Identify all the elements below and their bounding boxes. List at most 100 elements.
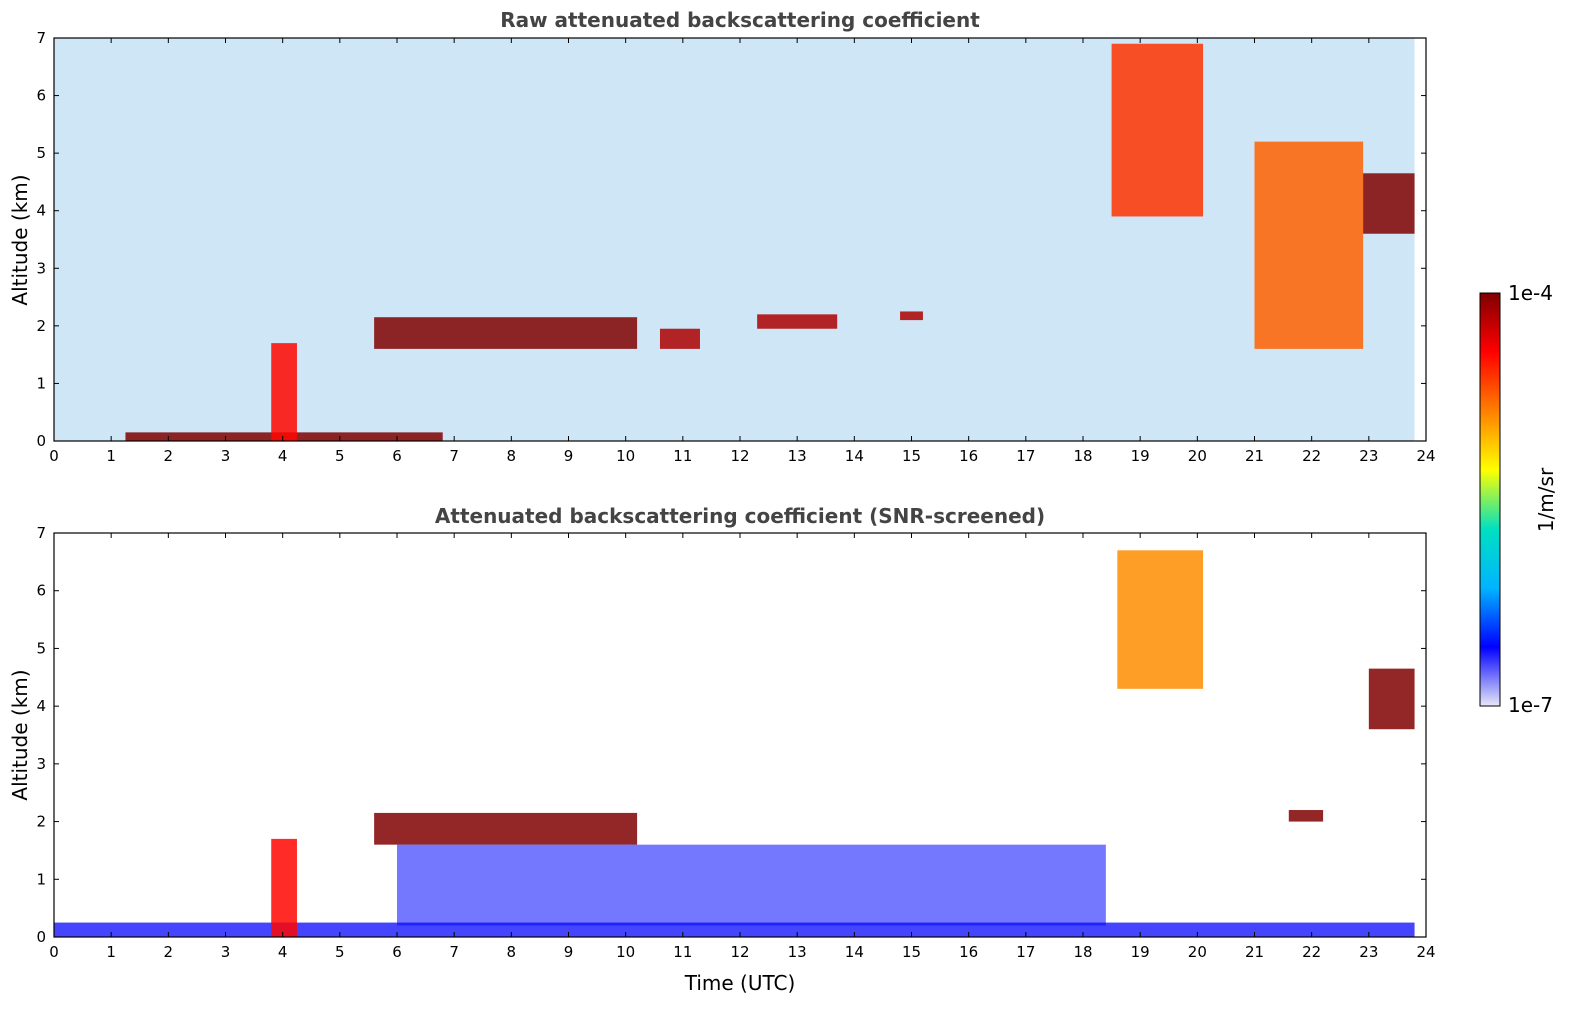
x-tick-label: 0 bbox=[49, 447, 59, 465]
x-tick-label: 22 bbox=[1302, 447, 1321, 465]
y-tick-label: 0 bbox=[36, 432, 46, 450]
y-tick-label: 5 bbox=[36, 639, 46, 657]
x-tick-label: 21 bbox=[1245, 447, 1264, 465]
x-tick-label: 23 bbox=[1359, 943, 1378, 961]
x-tick-label: 1 bbox=[106, 447, 116, 465]
x-tick-label: 11 bbox=[673, 943, 692, 961]
y-tick-label: 7 bbox=[36, 524, 46, 542]
x-tick-label: 8 bbox=[507, 943, 517, 961]
x-tick-label: 9 bbox=[564, 447, 574, 465]
x-tick-label: 2 bbox=[164, 943, 174, 961]
x-tick-label: 2 bbox=[164, 447, 174, 465]
colorbar-units-label: 1/m/sr bbox=[1534, 467, 1558, 532]
colorbar: 1e-4 1e-7 1/m/sr bbox=[1479, 281, 1558, 717]
raw-backscatter-panel: Raw attenuated backscattering coefficien… bbox=[8, 8, 1436, 465]
x-tick-label: 4 bbox=[278, 447, 288, 465]
x-tick-label: 14 bbox=[845, 943, 864, 961]
x-tick-label: 3 bbox=[221, 447, 231, 465]
feature-cirrus bbox=[1111, 43, 1204, 217]
feature-cloud-layer bbox=[659, 328, 700, 349]
feature-boundary-layer bbox=[54, 922, 1415, 937]
feature-plume bbox=[271, 343, 297, 441]
x-tick-label: 5 bbox=[335, 447, 345, 465]
y-tick-label: 3 bbox=[36, 259, 46, 277]
feature-cirrus bbox=[1117, 550, 1204, 689]
feature-plume bbox=[271, 838, 297, 937]
x-tick-label: 6 bbox=[392, 447, 402, 465]
raw-backscatter-heatmap bbox=[54, 38, 1415, 441]
feature-aerosol bbox=[397, 844, 1106, 926]
x-tick-label: 24 bbox=[1416, 943, 1435, 961]
x-tick-label: 7 bbox=[449, 943, 459, 961]
feature-cloud-layer bbox=[1363, 173, 1415, 234]
signal-background bbox=[54, 38, 1415, 441]
x-tick-label: 13 bbox=[788, 447, 807, 465]
x-tick-label: 0 bbox=[49, 943, 59, 961]
y-tick-label: 0 bbox=[36, 928, 46, 946]
x-tick-label: 1 bbox=[106, 943, 116, 961]
x-tick-label: 24 bbox=[1416, 447, 1435, 465]
x-tick-label: 21 bbox=[1245, 943, 1264, 961]
feature-cloud-layer bbox=[374, 812, 638, 845]
x-tick-label: 5 bbox=[335, 943, 345, 961]
x-tick-label: 10 bbox=[616, 447, 635, 465]
y-tick-label: 1 bbox=[36, 870, 46, 888]
panel-title: Attenuated backscattering coefficient (S… bbox=[435, 504, 1045, 528]
y-axis-label: Altitude (km) bbox=[8, 669, 32, 800]
snr-screened-panel: Attenuated backscattering coefficient (S… bbox=[8, 504, 1436, 995]
x-tick-label: 15 bbox=[902, 943, 921, 961]
x-tick-label: 4 bbox=[278, 943, 288, 961]
colorbar-gradient bbox=[1479, 292, 1501, 707]
x-tick-label: 19 bbox=[1131, 447, 1150, 465]
snr-screened-heatmap bbox=[54, 533, 1415, 937]
x-tick-label: 22 bbox=[1302, 943, 1321, 961]
y-tick-label: 3 bbox=[36, 755, 46, 773]
x-tick-label: 18 bbox=[1073, 447, 1092, 465]
x-tick-label: 20 bbox=[1188, 447, 1207, 465]
y-tick-label: 4 bbox=[36, 202, 46, 220]
y-axis-ticks: 0 1 2 3 4 5 6 7 bbox=[36, 524, 1426, 946]
colorbar-max-label: 1e-4 bbox=[1508, 281, 1553, 305]
feature-cloud-layer bbox=[900, 311, 923, 321]
x-tick-label: 7 bbox=[449, 447, 459, 465]
x-tick-label: 13 bbox=[788, 943, 807, 961]
feature-cloud-layer bbox=[757, 314, 838, 329]
y-tick-label: 5 bbox=[36, 144, 46, 162]
y-tick-label: 4 bbox=[36, 697, 46, 715]
x-tick-label: 12 bbox=[730, 447, 749, 465]
panel-title: Raw attenuated backscattering coefficien… bbox=[500, 8, 980, 32]
y-axis-label: Altitude (km) bbox=[8, 174, 32, 305]
x-tick-label: 19 bbox=[1131, 943, 1150, 961]
y-tick-label: 7 bbox=[36, 29, 46, 47]
x-tick-label: 17 bbox=[1016, 943, 1035, 961]
x-axis-ticks: 0 1 2 3 4 5 6 7 8 9 10 11 12 13 14 15 16 17 18 19 20 21 22 23 24 bbox=[49, 533, 1436, 961]
colorbar-min-label: 1e-7 bbox=[1508, 693, 1553, 717]
y-tick-label: 6 bbox=[36, 87, 46, 105]
x-tick-label: 12 bbox=[730, 943, 749, 961]
x-tick-label: 23 bbox=[1359, 447, 1378, 465]
x-tick-label: 16 bbox=[959, 447, 978, 465]
x-tick-label: 8 bbox=[507, 447, 517, 465]
feature-cloud-layer bbox=[1288, 810, 1324, 822]
x-tick-label: 11 bbox=[673, 447, 692, 465]
y-tick-label: 2 bbox=[36, 317, 46, 335]
y-tick-label: 1 bbox=[36, 374, 46, 392]
x-axis-ticks: 0 1 2 3 4 5 6 7 8 9 10 11 12 13 14 15 16 17 18 19 20 21 22 23 24 bbox=[49, 38, 1436, 465]
y-tick-label: 6 bbox=[36, 582, 46, 600]
x-axis-label: Time (UTC) bbox=[684, 971, 796, 995]
x-tick-label: 20 bbox=[1188, 943, 1207, 961]
x-tick-label: 10 bbox=[616, 943, 635, 961]
feature-cloud-layer bbox=[1368, 668, 1415, 730]
x-tick-label: 16 bbox=[959, 943, 978, 961]
x-tick-label: 3 bbox=[221, 943, 231, 961]
x-tick-label: 14 bbox=[845, 447, 864, 465]
y-axis-ticks: 0 1 2 3 4 5 6 7 bbox=[36, 29, 1426, 450]
feature-cirrus bbox=[1254, 141, 1364, 349]
y-tick-label: 2 bbox=[36, 813, 46, 831]
x-tick-label: 6 bbox=[392, 943, 402, 961]
x-tick-label: 9 bbox=[564, 943, 574, 961]
feature-cloud-layer bbox=[374, 317, 638, 349]
x-tick-label: 17 bbox=[1016, 447, 1035, 465]
x-tick-label: 15 bbox=[902, 447, 921, 465]
